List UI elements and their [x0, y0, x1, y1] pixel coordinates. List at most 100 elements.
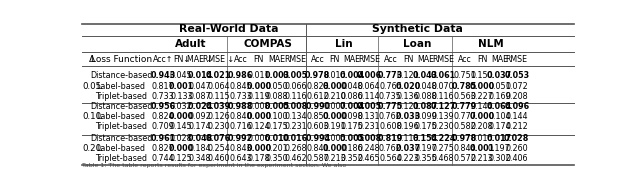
Text: 0.230: 0.230: [207, 123, 230, 131]
Text: 0.844: 0.844: [453, 144, 476, 153]
Text: 0.125: 0.125: [170, 154, 193, 163]
Text: 0.064: 0.064: [358, 82, 380, 90]
Text: 0.024: 0.024: [188, 102, 212, 111]
Text: 0.016: 0.016: [324, 71, 346, 80]
Text: 0.104: 0.104: [488, 112, 511, 121]
Text: 0.169: 0.169: [488, 92, 511, 101]
Text: 0.021: 0.021: [206, 71, 231, 80]
Text: 0.088: 0.088: [414, 92, 437, 101]
Text: 0.039: 0.039: [206, 102, 231, 111]
Text: 0.000: 0.000: [470, 112, 495, 121]
Text: 0.175: 0.175: [266, 123, 289, 131]
Text: 0.352: 0.352: [340, 154, 364, 163]
Text: 0.828: 0.828: [307, 82, 329, 90]
Text: 0.05: 0.05: [83, 82, 102, 90]
Text: 0.841: 0.841: [307, 144, 329, 153]
Text: 0.119: 0.119: [248, 92, 270, 101]
Text: 0.191: 0.191: [323, 123, 346, 131]
Text: 0.773: 0.773: [378, 71, 403, 80]
Text: 0.174: 0.174: [189, 123, 211, 131]
Text: 0.008: 0.008: [248, 102, 270, 111]
Text: 0.994: 0.994: [305, 134, 330, 143]
Text: 0.608: 0.608: [379, 123, 402, 131]
Text: 0.145: 0.145: [170, 123, 193, 131]
Text: 0.196: 0.196: [397, 123, 419, 131]
Text: 0.000: 0.000: [323, 112, 348, 121]
Text: 0.006: 0.006: [248, 134, 270, 143]
Text: 0.098: 0.098: [340, 112, 364, 121]
Text: 0.184: 0.184: [189, 144, 211, 153]
Text: 0.020: 0.020: [396, 82, 420, 90]
Text: 0.070: 0.070: [432, 82, 454, 90]
Text: 0.208: 0.208: [506, 92, 528, 101]
Text: MAE ↓: MAE ↓: [187, 55, 213, 64]
Text: 0.197: 0.197: [414, 144, 437, 153]
Text: RMSE: RMSE: [432, 55, 454, 64]
Text: 0.000: 0.000: [246, 82, 271, 90]
Text: 0.709: 0.709: [151, 123, 174, 131]
Text: 0.961: 0.961: [150, 134, 175, 143]
Text: Label-based: Label-based: [97, 112, 146, 121]
Text: 0.005: 0.005: [356, 102, 381, 111]
Text: 0.064: 0.064: [207, 82, 230, 90]
Text: 0.000: 0.000: [323, 82, 348, 90]
Text: 0.048: 0.048: [414, 82, 437, 90]
Text: 0.048: 0.048: [188, 134, 212, 143]
Text: 0.017: 0.017: [487, 134, 512, 143]
Text: 0.230: 0.230: [432, 123, 454, 131]
Text: Label-based: Label-based: [97, 144, 146, 153]
Text: FN: FN: [253, 55, 264, 64]
Text: 0.000: 0.000: [246, 144, 271, 153]
Text: 0.134: 0.134: [284, 112, 307, 121]
Text: Adult: Adult: [175, 39, 206, 49]
Text: 0.762: 0.762: [379, 112, 402, 121]
Text: 0.086: 0.086: [340, 92, 363, 101]
Text: 0.986: 0.986: [228, 71, 253, 80]
Text: 0.779: 0.779: [452, 102, 477, 111]
Text: FN: FN: [403, 55, 413, 64]
Text: FN↓: FN↓: [173, 55, 190, 64]
Text: Triplet-based: Triplet-based: [95, 123, 147, 131]
Text: 0.001: 0.001: [169, 82, 194, 90]
Text: 0.992: 0.992: [228, 134, 253, 143]
Text: 0.127: 0.127: [431, 102, 456, 111]
Text: 0.988: 0.988: [228, 102, 253, 111]
Text: 0.008: 0.008: [356, 134, 381, 143]
Text: 0.751: 0.751: [453, 71, 476, 80]
Text: RMSE: RMSE: [285, 55, 307, 64]
Text: RMSE ↓: RMSE ↓: [203, 55, 234, 64]
Text: Acc: Acc: [311, 55, 324, 64]
Text: 0.014: 0.014: [188, 71, 212, 80]
Text: 0.175: 0.175: [340, 123, 364, 131]
Text: 0.124: 0.124: [248, 123, 270, 131]
Text: 0.010: 0.010: [264, 134, 290, 143]
Text: 0.643: 0.643: [229, 154, 252, 163]
Text: 0.744: 0.744: [152, 154, 174, 163]
Text: Loss Function: Loss Function: [91, 55, 152, 64]
Text: Distance-based: Distance-based: [90, 102, 152, 111]
Text: 0.231: 0.231: [358, 123, 380, 131]
Text: 0.208: 0.208: [470, 123, 493, 131]
Text: 0.355: 0.355: [414, 154, 437, 163]
Text: 0.227: 0.227: [470, 92, 493, 101]
Text: 0.978: 0.978: [452, 134, 477, 143]
Text: 0.003: 0.003: [264, 71, 290, 80]
Text: 0.066: 0.066: [284, 82, 307, 90]
Text: 0.775: 0.775: [378, 102, 403, 111]
Text: 0.735: 0.735: [379, 92, 402, 101]
Text: 0.048: 0.048: [340, 82, 363, 90]
Text: 0.050: 0.050: [266, 82, 289, 90]
Text: 0.028: 0.028: [170, 134, 193, 143]
Text: 0.843: 0.843: [229, 144, 252, 153]
Text: MAE: MAE: [344, 55, 360, 64]
Text: 0.785: 0.785: [452, 82, 477, 90]
Text: 0.716: 0.716: [229, 123, 252, 131]
Text: 0.260: 0.260: [506, 144, 528, 153]
Text: 0.008: 0.008: [283, 102, 308, 111]
Text: 0.064: 0.064: [487, 102, 512, 111]
Text: 0.037: 0.037: [487, 71, 512, 80]
Text: Label-based: Label-based: [97, 82, 146, 90]
Text: Δ: Δ: [89, 55, 95, 64]
Text: 0.231: 0.231: [284, 123, 307, 131]
Text: 0.186: 0.186: [340, 144, 363, 153]
